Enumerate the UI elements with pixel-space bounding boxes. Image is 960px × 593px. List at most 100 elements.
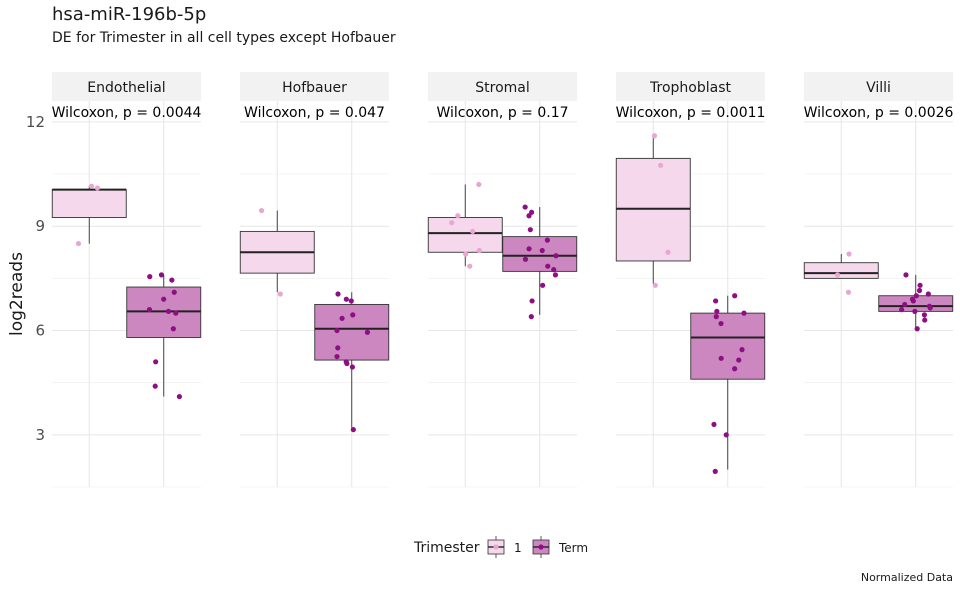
- box-trimester-1: [803, 262, 879, 279]
- data-point: [739, 347, 745, 353]
- data-point: [88, 183, 95, 189]
- data-point: [712, 468, 718, 474]
- facet-strip: [804, 72, 953, 101]
- facet-label: Trophoblast: [649, 80, 731, 96]
- data-point: [651, 133, 658, 139]
- data-point: [522, 204, 528, 210]
- wilcoxon-label: Wilcoxon, p = 0.0011: [616, 105, 766, 121]
- data-point: [147, 274, 153, 280]
- data-point: [343, 296, 349, 302]
- legend-key-point: [493, 544, 499, 550]
- data-point: [551, 267, 557, 273]
- data-point: [845, 289, 852, 295]
- data-point: [476, 181, 482, 188]
- facet-strip: [240, 72, 389, 101]
- data-point: [349, 364, 355, 370]
- data-point: [348, 298, 354, 304]
- wilcoxon-label: Wilcoxon, p = 0.0026: [804, 105, 954, 121]
- data-point: [335, 291, 341, 297]
- data-point: [161, 296, 167, 302]
- data-point: [741, 310, 747, 316]
- data-point: [658, 162, 664, 168]
- data-point: [258, 207, 265, 214]
- chart-subtitle: DE for Trimester in all cell types excep…: [52, 30, 396, 46]
- legend-label: 1: [514, 541, 522, 555]
- data-point: [652, 282, 658, 288]
- box-term: [690, 312, 766, 380]
- chart-caption: Normalized Data: [860, 571, 953, 584]
- data-point: [711, 421, 717, 428]
- data-point: [169, 277, 175, 283]
- legend-label: Term: [558, 541, 588, 555]
- data-point: [914, 326, 920, 332]
- data-point: [540, 282, 546, 288]
- data-point: [470, 228, 476, 235]
- data-point: [449, 220, 455, 226]
- facet-strip: [428, 72, 577, 101]
- data-point: [736, 357, 742, 363]
- data-point: [152, 383, 158, 389]
- wilcoxon-label: Wilcoxon, p = 0.17: [436, 105, 568, 121]
- data-point: [529, 298, 535, 304]
- data-point: [723, 432, 729, 438]
- facet-label: Stromal: [475, 80, 530, 96]
- data-point: [922, 317, 928, 323]
- data-point: [335, 345, 341, 351]
- data-point: [925, 291, 931, 297]
- data-point: [467, 263, 473, 269]
- data-point: [476, 247, 482, 254]
- data-point: [732, 366, 738, 372]
- facet-strip: [616, 72, 765, 101]
- data-point: [714, 308, 720, 314]
- data-point: [732, 293, 738, 299]
- data-point: [909, 296, 916, 302]
- data-point: [926, 303, 932, 309]
- facet-strip: [52, 72, 201, 101]
- box-trimester-1: [51, 189, 127, 218]
- data-point: [544, 237, 550, 243]
- data-point: [176, 393, 183, 400]
- box-trimester-1: [427, 217, 503, 253]
- y-tick-label: 9: [35, 217, 45, 235]
- data-point: [528, 314, 534, 320]
- data-point: [902, 301, 908, 308]
- data-point: [718, 355, 724, 361]
- data-point: [529, 209, 535, 215]
- data-point: [165, 308, 172, 314]
- box-term: [502, 236, 578, 272]
- y-tick-label: 6: [35, 322, 45, 340]
- data-point: [170, 326, 176, 332]
- data-point: [916, 287, 923, 294]
- data-point: [334, 353, 340, 360]
- data-point: [846, 251, 852, 257]
- facet-label: Endothelial: [87, 80, 165, 96]
- data-point: [173, 310, 179, 316]
- data-point: [552, 272, 559, 278]
- data-point: [339, 315, 345, 321]
- data-point: [334, 327, 340, 334]
- box-term: [314, 303, 390, 361]
- legend-key-point: [538, 544, 544, 550]
- data-point: [718, 320, 724, 327]
- data-point: [912, 308, 918, 314]
- data-point: [343, 359, 349, 365]
- data-point: [455, 213, 461, 219]
- data-point: [146, 307, 153, 313]
- data-point: [277, 291, 283, 297]
- data-point: [350, 312, 356, 318]
- data-point: [713, 298, 719, 304]
- data-point: [539, 247, 545, 254]
- data-point: [364, 329, 371, 335]
- data-point: [545, 263, 551, 269]
- chart-title: hsa-miR-196b-5p: [52, 4, 207, 25]
- wilcoxon-label: Wilcoxon, p = 0.0044: [52, 105, 202, 121]
- data-point: [158, 272, 165, 278]
- y-tick-label: 3: [35, 426, 45, 444]
- data-point: [553, 253, 559, 259]
- data-point: [913, 293, 919, 299]
- data-point: [463, 251, 469, 257]
- wilcoxon-label: Wilcoxon, p = 0.047: [244, 105, 385, 121]
- y-axis-title: log2reads: [7, 252, 27, 336]
- data-point: [527, 227, 533, 233]
